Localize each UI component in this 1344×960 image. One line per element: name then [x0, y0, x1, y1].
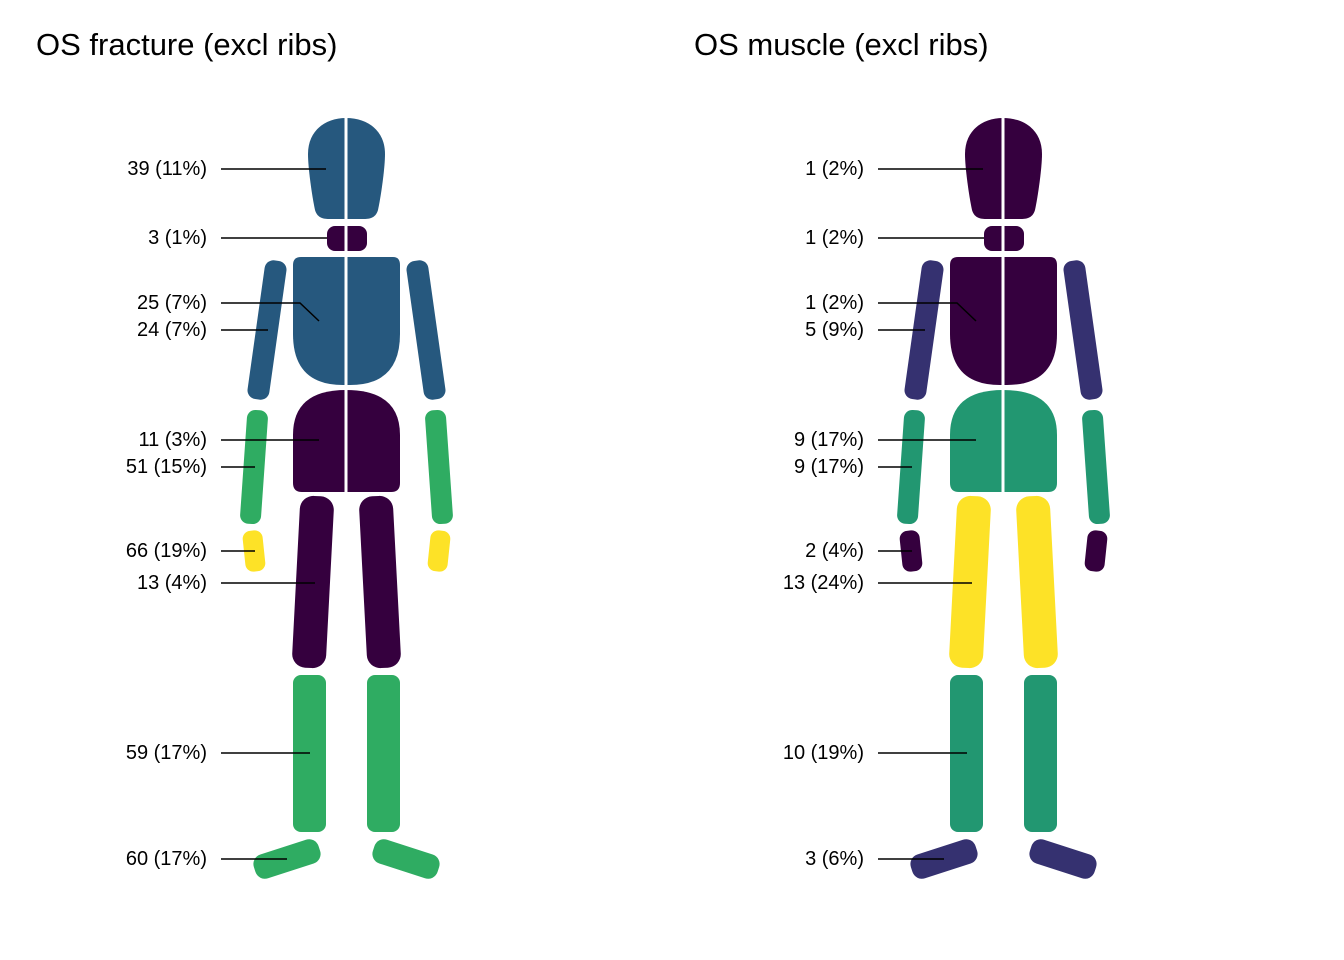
region-label-neck: 1 (2%): [805, 227, 864, 249]
body-part-thigh-right: [949, 495, 991, 669]
body-part-foot-left: [372, 839, 440, 879]
body-region-hand: [899, 530, 1108, 572]
region-label-lower-leg: 10 (19%): [783, 742, 864, 764]
body-part-upper-arm-left: [406, 260, 446, 400]
region-label-upper-arm: 5 (9%): [805, 319, 864, 341]
region-label-hand: 66 (19%): [126, 540, 207, 562]
panel-os-fracture: OS fracture (excl ribs) 39 (11%) 3 (1%) 25…: [36, 27, 453, 879]
body-part-lower-leg-left: [1024, 675, 1057, 832]
leader-line-chest: [221, 302, 320, 322]
body-region-hand: [242, 530, 451, 572]
body-silhouette: [240, 116, 453, 879]
region-label-head: 39 (11%): [127, 158, 207, 180]
body-region-thigh: [292, 495, 401, 669]
region-label-hand: 2 (4%): [805, 540, 864, 562]
region-label-forearm: 9 (17%): [794, 456, 864, 478]
region-label-head: 1 (2%): [805, 158, 864, 180]
panel-title: OS fracture (excl ribs): [36, 27, 337, 62]
region-label-forearm: 51 (15%): [126, 456, 207, 478]
panel-title: OS muscle (excl ribs): [694, 27, 989, 62]
region-label-foot: 60 (17%): [126, 848, 207, 870]
body-part-upper-arm-left: [1063, 260, 1103, 400]
body-part-hand-left: [1084, 530, 1108, 572]
region-label-upper-arm: 24 (7%): [137, 319, 207, 341]
region-labels: 1 (2%) 1 (2%) 1 (2%) 5 (9%) 9 (17%) 9 (17%) 2 …: [783, 158, 984, 870]
body-part-forearm-left: [1082, 409, 1110, 525]
leader-line-chest: [878, 302, 977, 322]
body-part-thigh-right: [292, 495, 334, 669]
region-label-thigh: 13 (24%): [783, 572, 864, 594]
body-part-thigh-left: [1016, 495, 1058, 669]
body-part-foot-left: [1029, 839, 1097, 879]
region-label-lower-leg: 59 (17%): [126, 742, 207, 764]
region-label-foot: 3 (6%): [805, 848, 864, 870]
region-label-abdomen: 9 (17%): [794, 429, 864, 451]
region-label-abdomen: 11 (3%): [138, 429, 207, 451]
region-label-thigh: 13 (4%): [137, 572, 207, 594]
body-part-hand-left: [427, 530, 451, 572]
body-region-thigh: [949, 495, 1058, 669]
body-part-lower-leg-left: [367, 675, 400, 832]
body-part-forearm-left: [425, 409, 453, 525]
region-label-neck: 3 (1%): [148, 227, 207, 249]
region-labels: 39 (11%) 3 (1%) 25 (7%) 24 (7%) 11 (3%) 51 (1…: [126, 158, 327, 870]
region-label-chest: 25 (7%): [137, 292, 207, 314]
body-part-thigh-left: [359, 495, 401, 669]
panel-os-muscle: OS muscle (excl ribs) 1 (2%)1 (2%)1 (2%)…: [694, 27, 1110, 879]
body-silhouette: [897, 116, 1110, 879]
region-label-chest: 1 (2%): [805, 292, 864, 314]
